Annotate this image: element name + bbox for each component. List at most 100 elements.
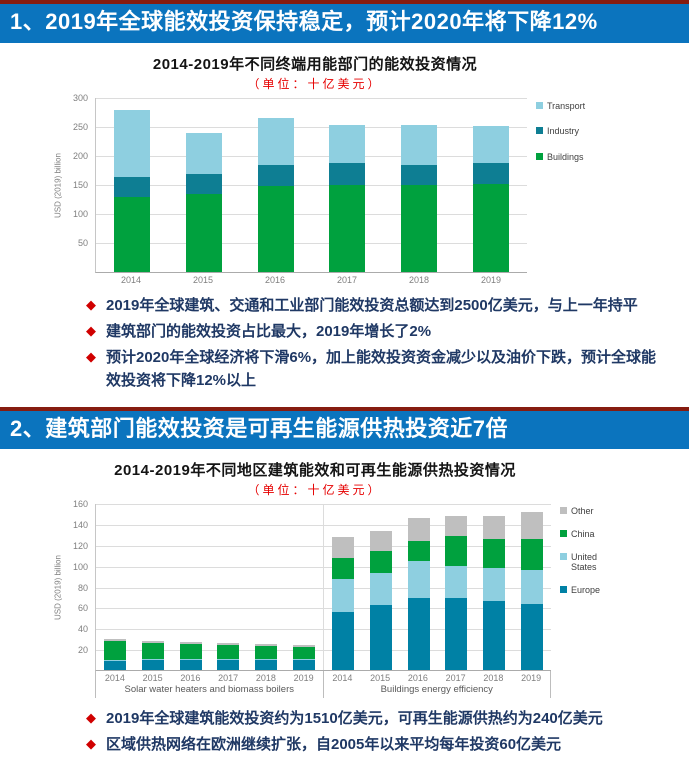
bar-slot: [513, 504, 551, 670]
end-use-sector-investment-chart: 2014-2019年不同终端用能部门的能效投资情况 （单位：十亿美元） USD …: [0, 53, 630, 285]
year-label: 2016: [180, 673, 201, 683]
bar-segment-industry: [473, 163, 510, 184]
bar-slot: [285, 504, 323, 670]
legend-swatch-europe: [560, 586, 567, 594]
bar-slot: [240, 98, 312, 272]
bar-segment-china: [255, 646, 278, 659]
bullet-item: ◆ 2019年全球建筑能效投资约为1510亿美元，可再生能源供热约为240亿美元: [86, 707, 661, 730]
legend-swatch-united-states: [560, 552, 567, 560]
year-label: 2017: [336, 274, 358, 285]
legend-item: Industry: [536, 126, 600, 137]
bar-slot: [455, 98, 527, 272]
stacked-bar-2018: [401, 124, 438, 272]
bar-segment-china: [103, 640, 126, 660]
bar-segment-other: [179, 641, 202, 644]
bullet-diamond-icon: ◆: [86, 349, 96, 364]
bullet-text: 2019年全球建筑能效投资约为1510亿美元，可再生能源供热约为240亿美元: [106, 710, 603, 727]
legend-label: Europe: [571, 585, 601, 596]
bar-segment-china: [293, 647, 316, 659]
bar-segment-other: [217, 642, 240, 645]
bar-slot: [400, 504, 438, 670]
stacked-bar-2015: [369, 531, 392, 670]
bar-segment-china: [369, 551, 392, 573]
section-1-bullet-list: ◆ 2019年全球建筑、交通和工业部门能效投资总额达到2500亿美元，与上一年持平…: [0, 294, 689, 393]
chart-2-x-axis: 2014 2015 2016 2017 2018 2019 Solar water heat…: [95, 671, 551, 698]
legend-item: Transport: [536, 101, 600, 112]
gridline: [96, 126, 527, 128]
year-label: 2019: [480, 274, 502, 285]
bar-segment-united-states: [255, 658, 278, 660]
bar-segment-china: [521, 538, 544, 570]
bar-slot: [168, 98, 240, 272]
bar-segment-buildings: [185, 193, 222, 272]
gridline: [96, 214, 527, 216]
bar-segment-china: [483, 538, 506, 568]
bars-row: [96, 98, 527, 272]
y-tick-label: 250: [72, 121, 88, 132]
bar-slot: [475, 504, 513, 670]
year-label: 2014: [104, 673, 125, 683]
section-energy-efficiency-investment: 1、2019年全球能效投资保持稳定，预计2020年将下降12% 2014-201…: [0, 0, 689, 393]
bar-segment-united-states: [103, 659, 126, 661]
stacked-bar-2017: [217, 642, 240, 670]
bar-slot: [96, 504, 134, 670]
chart-1-unit-subtitle: （单位：十亿美元）: [247, 76, 383, 91]
chart-1-y-axis-label: USD (2019) billion: [53, 152, 63, 218]
bar-segment-europe: [103, 660, 126, 670]
y-tick-label: 160: [72, 499, 88, 509]
gridline: [96, 97, 527, 99]
bar-segment-europe: [521, 604, 544, 670]
bar-group: [324, 504, 551, 670]
bar-segment-china: [217, 644, 240, 659]
year-label: 2018: [483, 673, 504, 683]
bar-segment-united-states: [141, 658, 164, 660]
y-tick-label: 150: [72, 180, 88, 190]
year-label: 2019: [521, 673, 542, 683]
chart-1-title: 2014-2019年不同终端用能部门的能效投资情况: [152, 55, 478, 73]
bar-slot: [247, 504, 285, 670]
bar-segment-transport: [401, 124, 438, 165]
year-label: 2014: [332, 673, 353, 683]
bar-segment-europe: [483, 601, 506, 670]
bullet-diamond-icon: ◆: [86, 296, 96, 312]
bullet-item: ◆ 区域供热网络在欧洲继续扩张，自2005年以来平均每年投资60亿美元: [86, 733, 661, 756]
bar-segment-industry: [329, 163, 366, 185]
bullet-text: 预计2020年全球经济将下滑6%，加上能效投资资金减少以及油价下跌，预计全球能效…: [106, 349, 657, 390]
stacked-bar-2014: [113, 109, 150, 272]
stacked-bar-2016: [179, 641, 202, 670]
chart-1-x-axis: 2014 2015 2016 2017 2018 2019: [95, 273, 527, 285]
bar-segment-transport: [185, 132, 222, 174]
bar-segment-europe: [141, 659, 164, 670]
legend-swatch-buildings: [536, 153, 543, 161]
gridline: [96, 185, 527, 186]
bar-slot: [209, 504, 247, 670]
bar-segment-united-states: [445, 565, 468, 598]
stacked-bar-2017: [329, 125, 366, 272]
group-label: Buildings energy efficiency: [380, 684, 493, 695]
x-axis-group: 2014 2015 2016 2017 2018 2019: [95, 273, 527, 285]
chart-1-legend: Transport Industry Buildings: [536, 98, 600, 163]
bar-segment-industry: [257, 165, 294, 187]
y-tick-label: 80: [77, 582, 88, 593]
bar-slot: [362, 504, 400, 670]
bullet-item: ◆ 2019年全球建筑、交通和工业部门能效投资总额达到2500亿美元，与上一年持平: [86, 294, 661, 317]
chart-2-y-axis-ticks: 20 40 60 80 100 120 140 160: [64, 499, 90, 671]
chart-2-plot-area: 2014 2015 2016 2017 2018 2019 Solar water heat…: [95, 504, 551, 698]
bar-segment-europe: [369, 605, 392, 670]
bar-segment-other: [331, 537, 354, 559]
year-label: 2016: [264, 274, 286, 285]
legend-label: United States: [571, 551, 598, 573]
bar-slot: [96, 98, 168, 272]
stacked-bar-2018: [483, 515, 506, 670]
legend-swatch-transport: [536, 101, 543, 109]
chart-2-unit-subtitle: （单位：十亿美元）: [247, 483, 383, 497]
stacked-bar-2016: [257, 117, 294, 272]
chart-2-body: USD (2019) billion 20 40 60 80 100 120 140 160 …: [52, 499, 630, 698]
bar-segment-other: [293, 644, 316, 648]
bar-segment-europe: [217, 659, 240, 670]
bullet-text: 2019年全球建筑、交通和工业部门能效投资总额达到2500亿美元，与上一年持平: [106, 296, 638, 314]
bar-segment-united-states: [293, 658, 316, 660]
bar-segment-europe: [331, 611, 354, 670]
stacked-bar-2019: [473, 125, 510, 272]
section-2-header-text: 2、建筑部门能效投资是可再生能源供热投资近7倍: [10, 415, 508, 441]
